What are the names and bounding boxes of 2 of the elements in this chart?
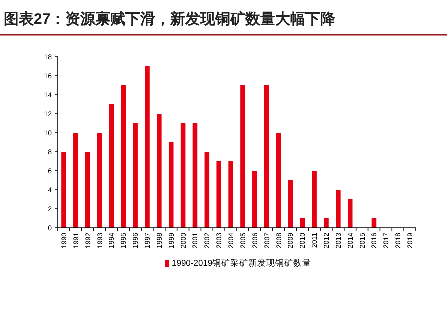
title: 图表27：资源禀赋下滑，新发现铜矿数量大幅下降: [4, 11, 336, 28]
legend: 1990-2019铜矿采矿新发现铜矿数量: [165, 258, 312, 268]
